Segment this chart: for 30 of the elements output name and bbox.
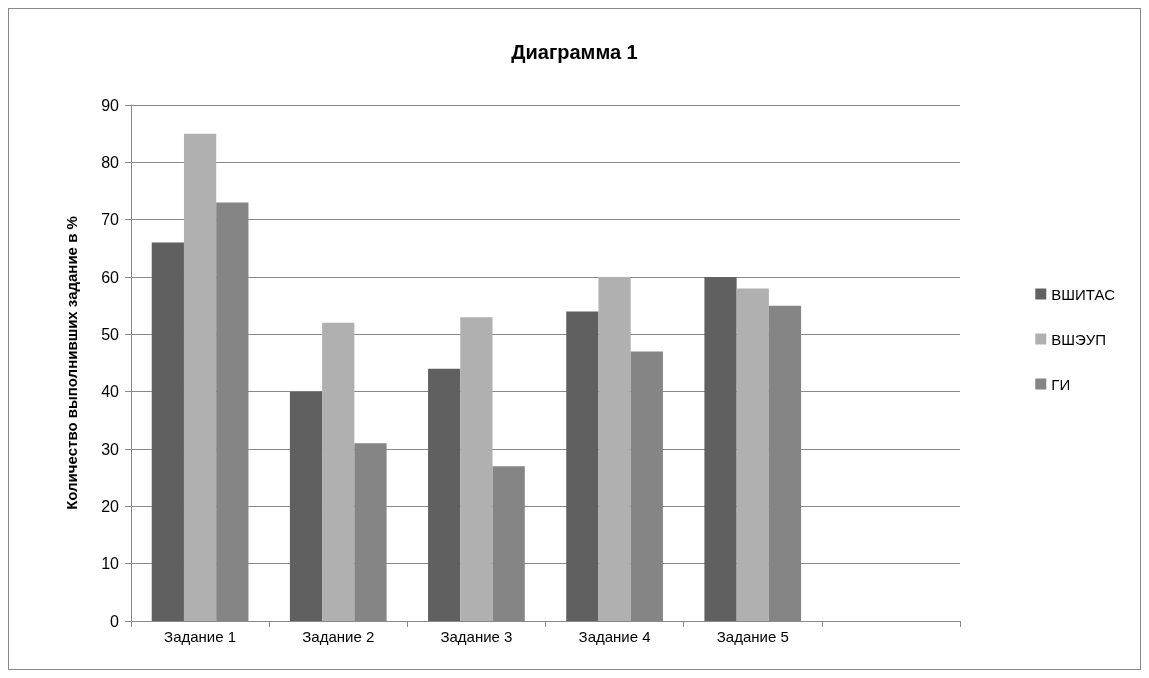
- x-tick-label: Задание 2: [302, 628, 375, 645]
- x-tick-label: Задание 3: [440, 628, 513, 645]
- bar: [566, 311, 599, 621]
- x-tick-label: Задание 5: [716, 628, 789, 645]
- y-tick-label: 70: [101, 211, 120, 229]
- legend-label: ВШИТАС: [1051, 285, 1116, 303]
- bar: [598, 277, 631, 621]
- y-tick-label: 10: [101, 555, 120, 573]
- bar: [322, 322, 355, 621]
- bar: [151, 242, 184, 621]
- y-tick-label: 50: [101, 325, 120, 343]
- chart-title: Диаграмма 1: [511, 41, 638, 63]
- bar: [183, 133, 217, 621]
- x-tick-label: Задание 1: [164, 628, 237, 645]
- bar: [704, 277, 737, 621]
- bar: [289, 391, 323, 621]
- y-tick-label: 30: [101, 440, 120, 458]
- y-tick-label: 40: [101, 383, 120, 401]
- y-tick-label: 60: [101, 268, 120, 286]
- x-tick-label: Задание 4: [578, 628, 651, 645]
- y-tick-label: 0: [110, 612, 120, 630]
- bar: [460, 317, 493, 621]
- bar: [736, 288, 769, 621]
- y-axis-title: Количество выполнивших задание в %: [63, 216, 80, 510]
- y-tick-label: 90: [101, 96, 120, 114]
- legend-label: ВШЭУП: [1051, 330, 1107, 348]
- legend-label: ГИ: [1051, 375, 1071, 393]
- bar: [428, 368, 461, 621]
- y-tick-label: 80: [101, 153, 120, 171]
- y-tick-label: 20: [101, 497, 120, 515]
